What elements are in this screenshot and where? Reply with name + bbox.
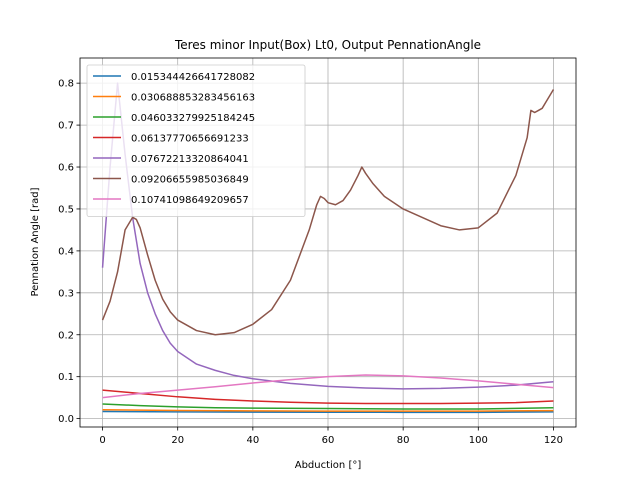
series-line-6 <box>101 89 555 336</box>
legend-entry-label: 0.06137770656691233 <box>131 134 249 145</box>
x-tick-label: 100 <box>469 435 488 446</box>
ticks-group: 0 20 40 60 80 100 120 0.0 0.1 0.2 0.3 0.4 0.5 0.6 0.7 0… <box>58 79 563 446</box>
series-line-1 <box>102 410 554 414</box>
y-tick-label: 0.1 <box>58 372 74 383</box>
legend-box <box>86 64 306 217</box>
x-tick-label: 60 <box>322 435 335 446</box>
x-tick-label: 40 <box>246 435 259 446</box>
legend: 0.015344426641728082 0.030688853283456163… <box>86 64 306 217</box>
chart-title: Teres minor Input(Box) Lt0, Output Penna… <box>174 38 481 52</box>
y-tick-label: 0.2 <box>58 330 74 341</box>
legend-entry-label: 0.015344426641728082 <box>131 72 255 83</box>
legend-entry-label: 0.046033279925184245 <box>131 113 255 124</box>
y-tick-label: 0.4 <box>58 246 74 257</box>
series-line-4 <box>102 389 554 405</box>
y-tick-label: 0.6 <box>58 163 74 174</box>
x-tick-label: 80 <box>397 435 410 446</box>
x-axis-label: Abduction [°] <box>295 460 362 471</box>
series-line-2 <box>102 409 554 412</box>
y-tick-label: 0.8 <box>58 79 74 90</box>
x-tick-label: 0 <box>99 435 105 446</box>
y-axis-label: Pennation Angle [rad] <box>30 187 41 296</box>
series-line-7 <box>102 374 554 399</box>
x-tick-label: 120 <box>544 435 563 446</box>
series-line-3 <box>102 403 554 410</box>
legend-entry-label: 0.10741098649209657 <box>131 195 249 206</box>
y-tick-label: 0.5 <box>58 204 74 215</box>
legend-entry-label: 0.07672213320864041 <box>131 154 249 165</box>
legend-entry-label: 0.09206655985036849 <box>131 175 249 186</box>
x-tick-label: 20 <box>171 435 184 446</box>
y-tick-label: 0.0 <box>58 414 74 425</box>
y-tick-label: 0.3 <box>58 288 74 299</box>
legend-entry-label: 0.030688853283456163 <box>131 93 255 104</box>
y-tick-label: 0.7 <box>58 121 74 132</box>
